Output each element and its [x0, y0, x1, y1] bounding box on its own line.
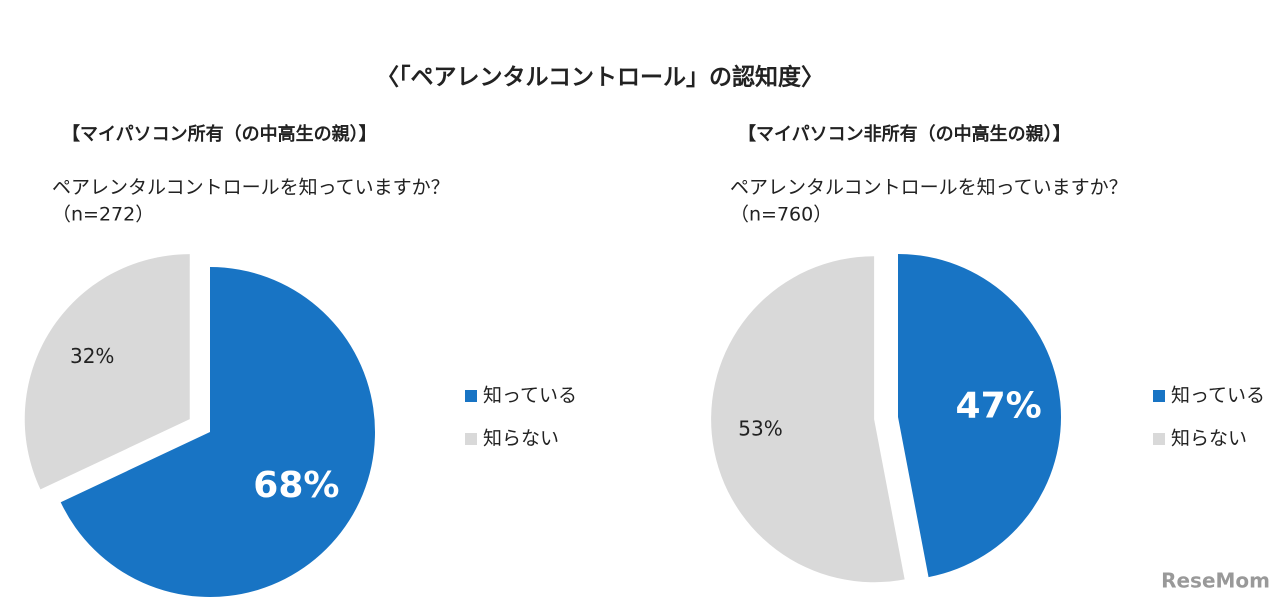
value-label: 68% — [253, 465, 339, 506]
sample-size: （n=760） — [730, 204, 832, 226]
legend-label: 知っている — [483, 385, 577, 407]
page-title: 〈「ペアレンタルコントロール」の認知度〉 — [376, 64, 824, 91]
pie-slice — [711, 256, 905, 583]
legend-label: 知らない — [1171, 428, 1247, 450]
watermark: ReseMom — [1161, 569, 1270, 593]
legend-label: 知っている — [1171, 385, 1265, 407]
legend-swatch — [1153, 390, 1165, 402]
sample-size: （n=272） — [52, 204, 154, 226]
legend-swatch — [465, 390, 477, 402]
question: ペアレンタルコントロールを知っていますか？ — [52, 177, 450, 199]
legend-label: 知らない — [483, 428, 559, 450]
value-label: 32% — [70, 344, 114, 368]
legend-swatch — [465, 433, 477, 445]
question: ペアレンタルコントロールを知っていますか？ — [730, 177, 1128, 199]
value-label: 53% — [738, 416, 782, 440]
pie-slice — [898, 254, 1061, 578]
legend-swatch — [1153, 433, 1165, 445]
pie-slice — [24, 254, 190, 490]
pie-slice — [60, 267, 376, 597]
pie-title: 【マイパソコン所有（の中高生の親）】 — [62, 123, 377, 145]
pie-title: 【マイパソコン非所有（の中高生の親）】 — [738, 123, 1071, 145]
value-label: 47% — [956, 385, 1042, 426]
